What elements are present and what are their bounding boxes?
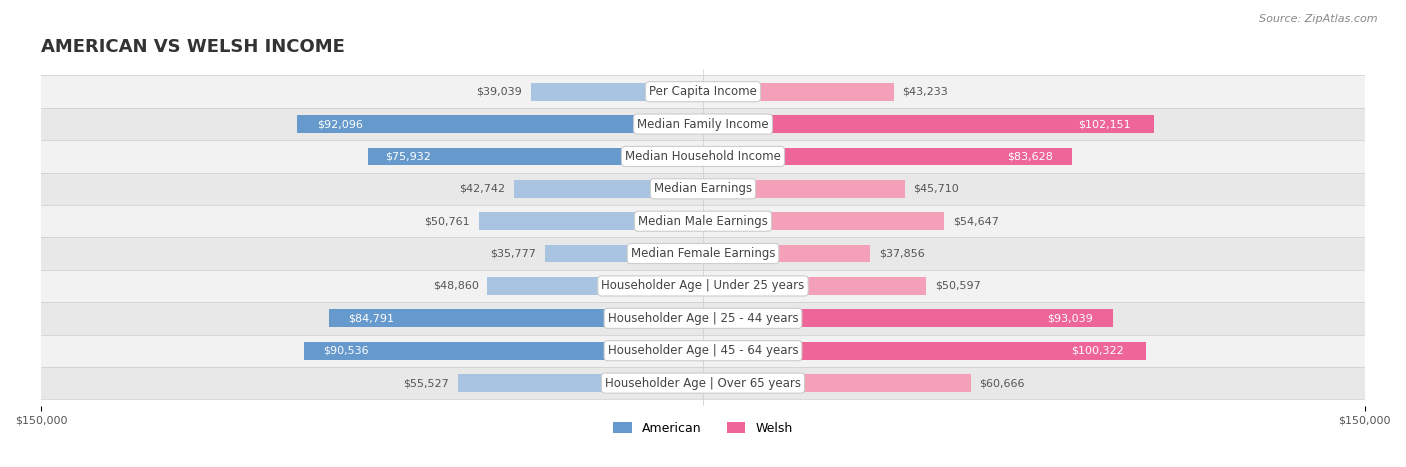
Bar bbox=[41, 205, 1365, 237]
Text: Median Female Earnings: Median Female Earnings bbox=[631, 247, 775, 260]
Bar bbox=[41, 302, 1365, 334]
Text: $42,742: $42,742 bbox=[460, 184, 506, 194]
Bar bbox=[703, 83, 894, 100]
Text: Householder Age | Over 65 years: Householder Age | Over 65 years bbox=[605, 376, 801, 389]
Text: $54,647: $54,647 bbox=[953, 216, 998, 226]
Text: $48,860: $48,860 bbox=[433, 281, 478, 291]
Bar bbox=[546, 245, 703, 262]
Bar bbox=[703, 115, 1154, 133]
Bar bbox=[297, 115, 703, 133]
Bar bbox=[703, 277, 927, 295]
Text: $90,536: $90,536 bbox=[323, 346, 370, 356]
Text: $55,527: $55,527 bbox=[404, 378, 449, 388]
Text: $60,666: $60,666 bbox=[980, 378, 1025, 388]
Text: Median Male Earnings: Median Male Earnings bbox=[638, 215, 768, 228]
Text: Source: ZipAtlas.com: Source: ZipAtlas.com bbox=[1260, 14, 1378, 24]
Bar bbox=[304, 342, 703, 360]
Text: $35,777: $35,777 bbox=[491, 248, 536, 259]
Bar bbox=[703, 374, 970, 392]
Bar bbox=[531, 83, 703, 100]
Text: $43,233: $43,233 bbox=[903, 87, 948, 97]
Text: Householder Age | 25 - 44 years: Householder Age | 25 - 44 years bbox=[607, 312, 799, 325]
Text: $84,791: $84,791 bbox=[347, 313, 394, 323]
Text: Median Family Income: Median Family Income bbox=[637, 118, 769, 131]
Text: AMERICAN VS WELSH INCOME: AMERICAN VS WELSH INCOME bbox=[41, 38, 344, 57]
Text: $39,039: $39,039 bbox=[477, 87, 522, 97]
Text: $50,761: $50,761 bbox=[425, 216, 470, 226]
Bar bbox=[329, 310, 703, 327]
Text: $93,039: $93,039 bbox=[1047, 313, 1092, 323]
Bar bbox=[41, 367, 1365, 399]
Bar bbox=[41, 140, 1365, 173]
Bar bbox=[703, 310, 1114, 327]
Bar bbox=[703, 148, 1071, 165]
Bar bbox=[515, 180, 703, 198]
Bar bbox=[41, 237, 1365, 270]
Bar bbox=[703, 212, 943, 230]
Text: $100,322: $100,322 bbox=[1071, 346, 1123, 356]
Bar bbox=[368, 148, 703, 165]
Bar bbox=[458, 374, 703, 392]
Text: $102,151: $102,151 bbox=[1078, 119, 1130, 129]
Bar bbox=[703, 342, 1146, 360]
Text: $75,932: $75,932 bbox=[385, 151, 430, 162]
Bar bbox=[479, 212, 703, 230]
Text: $92,096: $92,096 bbox=[316, 119, 363, 129]
Text: Householder Age | Under 25 years: Householder Age | Under 25 years bbox=[602, 279, 804, 292]
Bar bbox=[703, 245, 870, 262]
Bar bbox=[41, 108, 1365, 140]
Text: $37,856: $37,856 bbox=[879, 248, 925, 259]
Bar bbox=[488, 277, 703, 295]
Bar bbox=[41, 173, 1365, 205]
Text: $45,710: $45,710 bbox=[914, 184, 959, 194]
Text: $50,597: $50,597 bbox=[935, 281, 981, 291]
Bar bbox=[41, 76, 1365, 108]
Bar bbox=[41, 270, 1365, 302]
Text: Per Capita Income: Per Capita Income bbox=[650, 85, 756, 98]
Text: Median Earnings: Median Earnings bbox=[654, 182, 752, 195]
Text: Householder Age | 45 - 64 years: Householder Age | 45 - 64 years bbox=[607, 344, 799, 357]
Legend: American, Welsh: American, Welsh bbox=[609, 417, 797, 440]
Text: $83,628: $83,628 bbox=[1008, 151, 1053, 162]
Text: Median Household Income: Median Household Income bbox=[626, 150, 780, 163]
Bar bbox=[703, 180, 904, 198]
Bar bbox=[41, 334, 1365, 367]
